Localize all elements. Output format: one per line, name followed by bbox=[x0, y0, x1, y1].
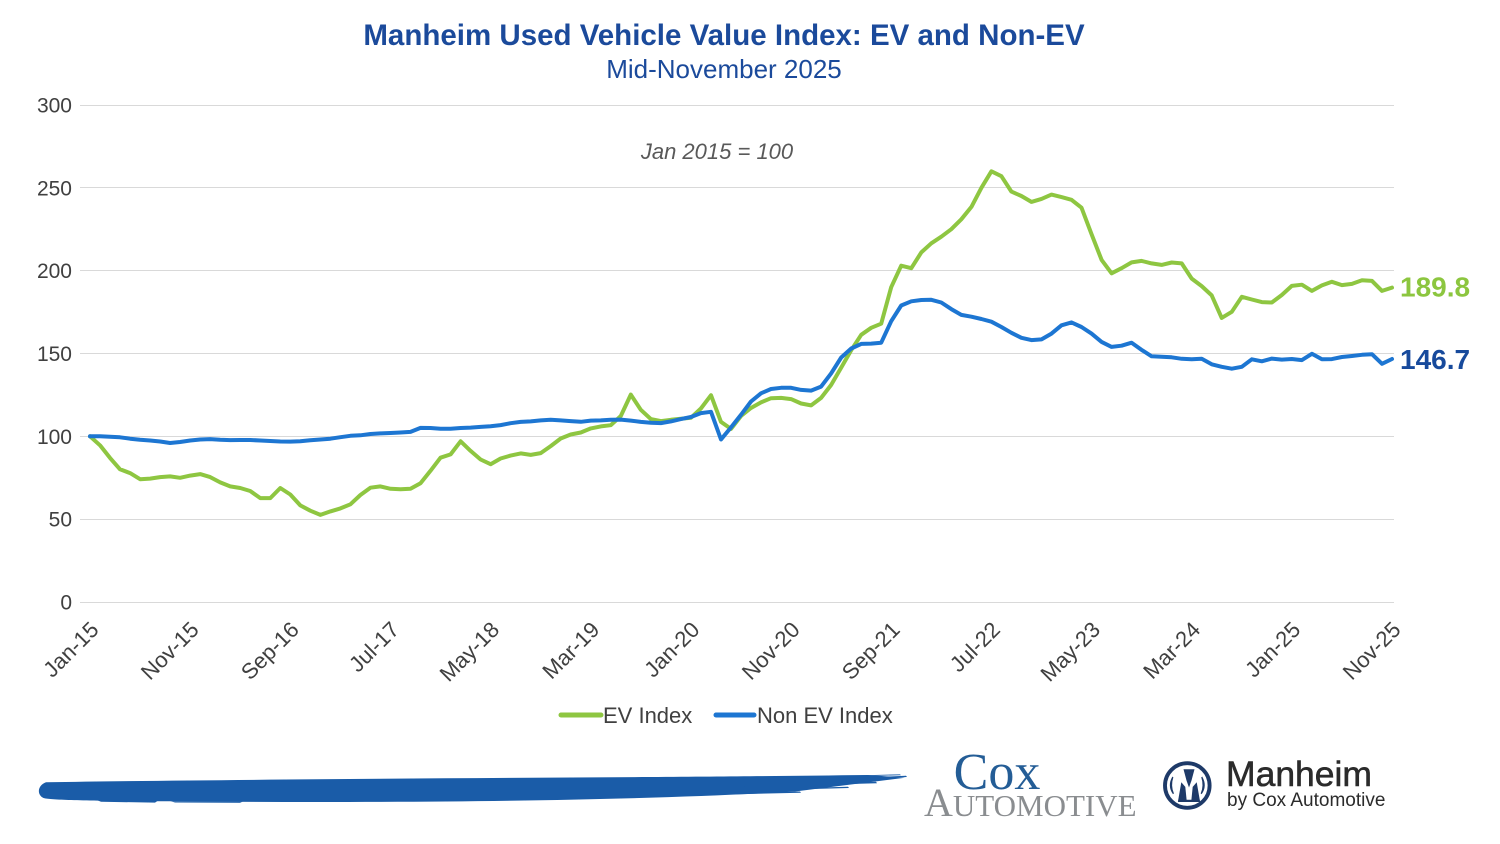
svg-text:May-23: May-23 bbox=[1035, 617, 1105, 687]
svg-text:Mar-24: Mar-24 bbox=[1138, 617, 1205, 684]
svg-text:300: 300 bbox=[37, 95, 72, 118]
svg-text:Jan-25: Jan-25 bbox=[1240, 617, 1305, 682]
svg-text:Sep-21: Sep-21 bbox=[837, 617, 905, 685]
svg-text:Manheim Used Vehicle Value Ind: Manheim Used Vehicle Value Index: EV and… bbox=[363, 19, 1085, 52]
svg-text:0: 0 bbox=[60, 592, 72, 615]
svg-text:Mar-19: Mar-19 bbox=[537, 617, 604, 684]
svg-text:50: 50 bbox=[49, 509, 72, 532]
svg-text:Nov-15: Nov-15 bbox=[136, 617, 204, 685]
svg-text:AUTOMOTIVE: AUTOMOTIVE bbox=[924, 780, 1137, 825]
svg-text:Nov-20: Nov-20 bbox=[737, 617, 805, 685]
svg-text:Non EV Index: Non EV Index bbox=[757, 703, 893, 728]
svg-text:189.8: 189.8 bbox=[1400, 272, 1470, 303]
svg-text:146.7: 146.7 bbox=[1400, 344, 1470, 375]
svg-text:Jul-22: Jul-22 bbox=[945, 617, 1005, 677]
svg-text:Jul-17: Jul-17 bbox=[344, 617, 404, 677]
svg-text:200: 200 bbox=[37, 260, 72, 283]
svg-text:EV Index: EV Index bbox=[603, 703, 692, 728]
svg-text:250: 250 bbox=[37, 177, 72, 200]
svg-text:150: 150 bbox=[37, 343, 72, 366]
svg-text:Mid-November 2025: Mid-November 2025 bbox=[606, 54, 842, 84]
svg-text:Jan 2015 = 100: Jan 2015 = 100 bbox=[640, 139, 794, 164]
svg-text:May-18: May-18 bbox=[435, 617, 505, 687]
svg-text:Jan-20: Jan-20 bbox=[639, 617, 704, 682]
svg-text:Jan-15: Jan-15 bbox=[38, 617, 103, 682]
svg-text:Cox: Cox bbox=[954, 744, 1041, 801]
svg-text:100: 100 bbox=[37, 426, 72, 449]
svg-text:by Cox Automotive: by Cox Automotive bbox=[1227, 790, 1385, 811]
svg-text:Manheim: Manheim bbox=[1226, 754, 1372, 794]
svg-text:Sep-16: Sep-16 bbox=[236, 617, 304, 685]
svg-text:Nov-25: Nov-25 bbox=[1338, 617, 1406, 685]
